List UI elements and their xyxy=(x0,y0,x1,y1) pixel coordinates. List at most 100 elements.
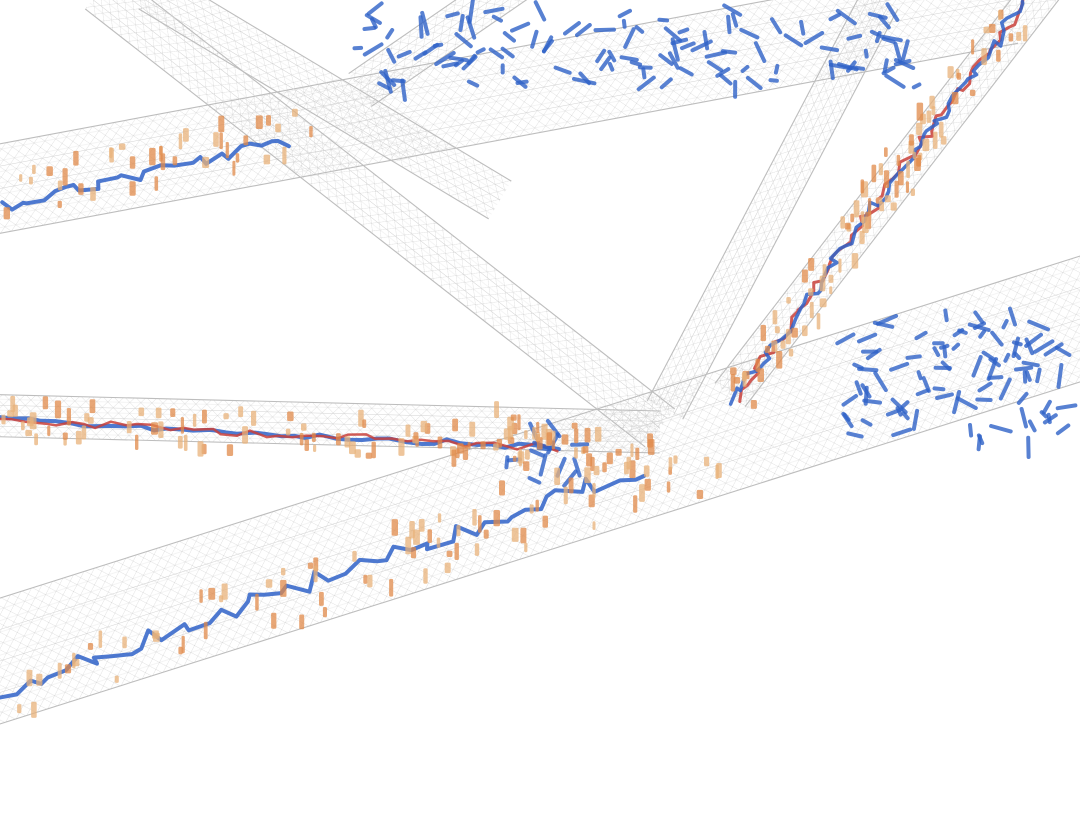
particle-right-steep xyxy=(791,327,798,338)
vessel-branch-right xyxy=(973,310,985,324)
tube-upper-left-diagonal-ring-line xyxy=(92,0,653,438)
vessel-branch-top xyxy=(362,42,384,57)
particle-bottom xyxy=(592,521,596,530)
particle-bottom xyxy=(437,513,442,523)
vessel-branch-top xyxy=(422,42,440,56)
particle-right-steep xyxy=(951,92,959,105)
tube-bottom-main-edge-top xyxy=(0,242,1080,624)
vessel-branch-junction xyxy=(528,448,545,458)
particle-bottom xyxy=(72,652,76,669)
vessel-branch-top xyxy=(720,49,738,55)
vessel-branch-top xyxy=(362,25,377,31)
tube-central-descending-ring-line xyxy=(354,0,515,82)
particle-junction xyxy=(630,443,634,458)
particle-mid-left xyxy=(480,441,486,450)
particle-junction xyxy=(571,422,578,429)
particle-bottom xyxy=(299,614,305,630)
tube-top-horizontal-edge-top xyxy=(0,0,1003,154)
particle-mid-left xyxy=(180,417,184,434)
particle-bottom xyxy=(542,515,548,528)
particle-right-steep xyxy=(947,66,954,79)
tube-upper-crossing[interactable] xyxy=(138,0,512,220)
particle-mid-left xyxy=(420,420,428,433)
vessel-branch-top xyxy=(882,58,889,74)
vessel-branch-top xyxy=(383,68,393,94)
particle-right-steep xyxy=(771,340,778,352)
particle-right-steep xyxy=(922,138,930,152)
vessel-branch-top xyxy=(799,19,806,36)
particle-right-steep xyxy=(969,89,976,96)
vessel-branch-top xyxy=(542,35,554,54)
particle-bottom xyxy=(602,462,607,473)
vessel-branch-right xyxy=(1019,407,1028,429)
particle-upper-left xyxy=(57,180,63,191)
vessel-branch-right xyxy=(1024,332,1043,348)
vessel-branch-junction xyxy=(504,455,510,470)
vessel-branch-right xyxy=(885,407,904,417)
vessel-branch-top xyxy=(553,65,572,75)
particle-mid-left xyxy=(151,422,158,435)
vessel-branch-top xyxy=(819,45,840,53)
particle-bottom xyxy=(313,565,318,583)
particle-right-steep xyxy=(1016,31,1022,41)
vessel-branch-junction xyxy=(572,457,582,478)
particle-right-steep xyxy=(850,213,855,223)
vessel-branch-right xyxy=(1008,306,1017,327)
particle-junction xyxy=(523,461,530,471)
particle-bottom xyxy=(493,510,500,527)
particle-bottom xyxy=(474,543,480,556)
particle-mid-left xyxy=(12,404,18,417)
vessel-branch-top xyxy=(901,39,910,61)
vessel-branch-top xyxy=(722,3,743,17)
tube-bottom-main-edge-bottom xyxy=(0,356,1080,738)
particle-bottom xyxy=(57,662,62,679)
particle-right-steep xyxy=(780,340,786,349)
particle-right-steep xyxy=(840,216,845,229)
particle-right-steep xyxy=(788,348,794,357)
particle-bottom xyxy=(535,499,539,512)
particle-mid-left xyxy=(469,421,476,437)
vessel-branch-right xyxy=(854,380,863,396)
tube-bottom-main-ring-line xyxy=(0,271,1080,652)
particle-right-steep xyxy=(871,164,877,183)
particle-upper-left xyxy=(309,126,313,138)
vessel-branch-top xyxy=(704,50,728,59)
particle-mid-left xyxy=(524,430,528,440)
particle-mid-left xyxy=(34,433,38,446)
particle-bottom xyxy=(584,467,591,484)
particle-right-steep xyxy=(819,275,826,292)
vessel-branch-top xyxy=(879,34,903,43)
vessel-branch-top xyxy=(753,41,767,63)
particle-mid-left xyxy=(304,439,309,451)
particle-upper-left xyxy=(149,147,156,166)
particle-right-steep xyxy=(786,297,791,304)
vessel-branch-top xyxy=(911,82,922,90)
vessel-branch-top xyxy=(400,78,407,102)
vessel-branch-right xyxy=(943,308,949,323)
particle-right-steep xyxy=(996,49,1001,62)
particle-bottom xyxy=(524,542,528,553)
particle-junction xyxy=(624,461,629,475)
vessel-branch-right xyxy=(935,392,954,400)
particle-upper-left xyxy=(29,176,33,185)
particle-right-steep xyxy=(741,372,747,382)
tube-upper-left-diagonal-ring-line xyxy=(107,0,668,419)
particle-mid-left xyxy=(223,413,229,420)
particle-bottom xyxy=(307,562,314,569)
particle-mid-left xyxy=(467,441,471,449)
particle-right-steep xyxy=(1008,33,1014,42)
particle-right-steep xyxy=(816,313,821,330)
particle-bottom xyxy=(554,467,560,485)
tube-right-vertical-edge-top xyxy=(646,0,863,401)
particle-right-steep xyxy=(829,286,833,295)
vessel-branch-top xyxy=(768,78,779,83)
particle-upper-left xyxy=(202,156,210,168)
particle-bottom xyxy=(208,587,216,600)
particle-junction xyxy=(532,426,536,440)
vessel-branch-top xyxy=(466,79,480,88)
vessel-branch-right xyxy=(1021,360,1040,368)
particle-bottom xyxy=(454,542,459,560)
particle-junction xyxy=(582,446,589,454)
vessel-branch-top xyxy=(515,79,529,85)
